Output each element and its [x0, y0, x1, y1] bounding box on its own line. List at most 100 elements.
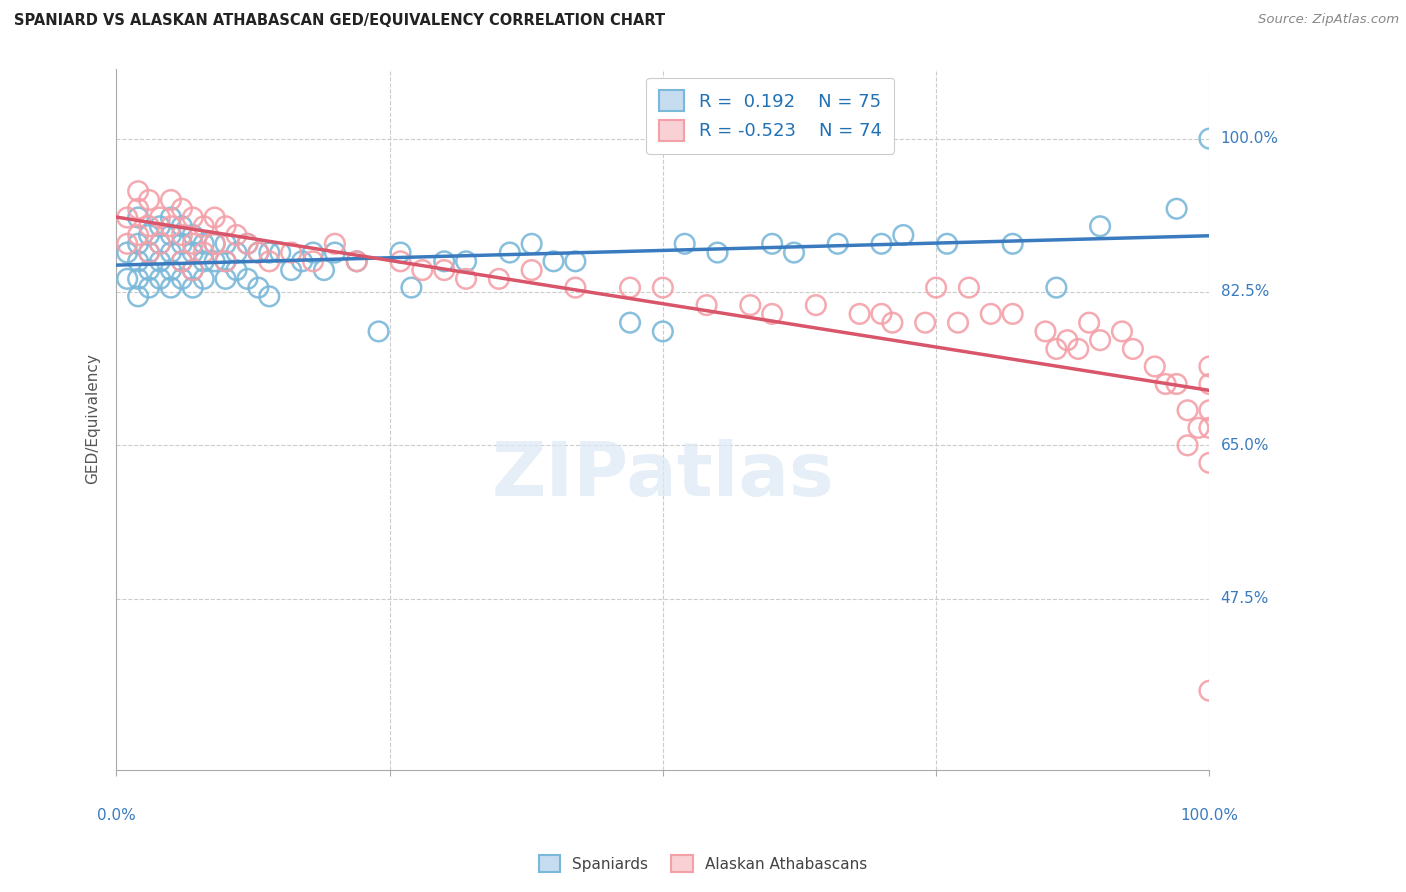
Point: [181, 263, 204, 277]
Point: [127, 202, 149, 216]
Text: ZIPatlas: ZIPatlas: [492, 439, 834, 512]
Point: [149, 236, 172, 251]
Point: [280, 245, 302, 260]
Point: [160, 263, 183, 277]
Text: 100.0%: 100.0%: [1220, 131, 1278, 146]
Point: [160, 227, 183, 242]
Point: [160, 280, 183, 294]
Point: [499, 245, 522, 260]
Point: [138, 263, 160, 277]
Point: [247, 245, 270, 260]
Point: [247, 245, 270, 260]
Point: [520, 236, 543, 251]
Point: [312, 263, 335, 277]
Point: [214, 219, 236, 234]
Point: [225, 227, 247, 242]
Point: [214, 254, 236, 268]
Point: [170, 202, 193, 216]
Point: [1198, 131, 1220, 145]
Point: [193, 245, 215, 260]
Point: [127, 289, 149, 303]
Point: [160, 211, 183, 225]
Point: [1122, 342, 1144, 356]
Point: [564, 254, 586, 268]
Point: [193, 272, 215, 286]
Point: [225, 263, 247, 277]
Point: [214, 272, 236, 286]
Point: [236, 236, 259, 251]
Point: [1111, 325, 1133, 339]
Point: [761, 236, 783, 251]
Point: [1056, 333, 1078, 347]
Point: [323, 245, 346, 260]
Point: [1177, 438, 1199, 452]
Text: 47.5%: 47.5%: [1220, 591, 1268, 607]
Point: [1177, 403, 1199, 417]
Point: [170, 236, 193, 251]
Point: [870, 236, 893, 251]
Point: [651, 280, 673, 294]
Point: [149, 211, 172, 225]
Point: [149, 254, 172, 268]
Point: [848, 307, 870, 321]
Point: [115, 211, 138, 225]
Point: [1078, 316, 1101, 330]
Point: [783, 245, 806, 260]
Point: [740, 298, 762, 312]
Text: 82.5%: 82.5%: [1220, 285, 1268, 300]
Point: [389, 245, 412, 260]
Point: [673, 236, 696, 251]
Point: [269, 245, 291, 260]
Y-axis label: GED/Equivalency: GED/Equivalency: [86, 353, 100, 484]
Point: [1035, 325, 1057, 339]
Point: [181, 236, 204, 251]
Point: [433, 263, 456, 277]
Point: [138, 280, 160, 294]
Text: 100.0%: 100.0%: [1181, 808, 1239, 823]
Point: [761, 307, 783, 321]
Point: [280, 263, 302, 277]
Point: [543, 254, 565, 268]
Point: [946, 316, 969, 330]
Point: [1198, 403, 1220, 417]
Point: [193, 236, 215, 251]
Point: [181, 280, 204, 294]
Point: [891, 227, 914, 242]
Point: [1198, 683, 1220, 698]
Point: [259, 254, 281, 268]
Text: Source: ZipAtlas.com: Source: ZipAtlas.com: [1258, 13, 1399, 27]
Point: [1067, 342, 1090, 356]
Point: [204, 211, 226, 225]
Point: [1198, 376, 1220, 391]
Point: [127, 211, 149, 225]
Point: [259, 289, 281, 303]
Point: [225, 245, 247, 260]
Point: [454, 254, 477, 268]
Point: [1187, 421, 1209, 435]
Point: [619, 280, 641, 294]
Point: [149, 272, 172, 286]
Point: [651, 325, 673, 339]
Point: [291, 254, 314, 268]
Point: [236, 236, 259, 251]
Point: [401, 280, 423, 294]
Point: [882, 316, 904, 330]
Point: [411, 263, 433, 277]
Point: [488, 272, 510, 286]
Point: [181, 227, 204, 242]
Point: [160, 245, 183, 260]
Point: [706, 245, 728, 260]
Point: [214, 254, 236, 268]
Point: [127, 227, 149, 242]
Text: 0.0%: 0.0%: [97, 808, 135, 823]
Legend: R =  0.192    N = 75, R = -0.523    N = 74: R = 0.192 N = 75, R = -0.523 N = 74: [647, 78, 894, 153]
Point: [193, 254, 215, 268]
Point: [1198, 421, 1220, 435]
Point: [925, 280, 948, 294]
Point: [204, 254, 226, 268]
Point: [181, 211, 204, 225]
Point: [619, 316, 641, 330]
Point: [1088, 333, 1111, 347]
Point: [520, 263, 543, 277]
Point: [115, 236, 138, 251]
